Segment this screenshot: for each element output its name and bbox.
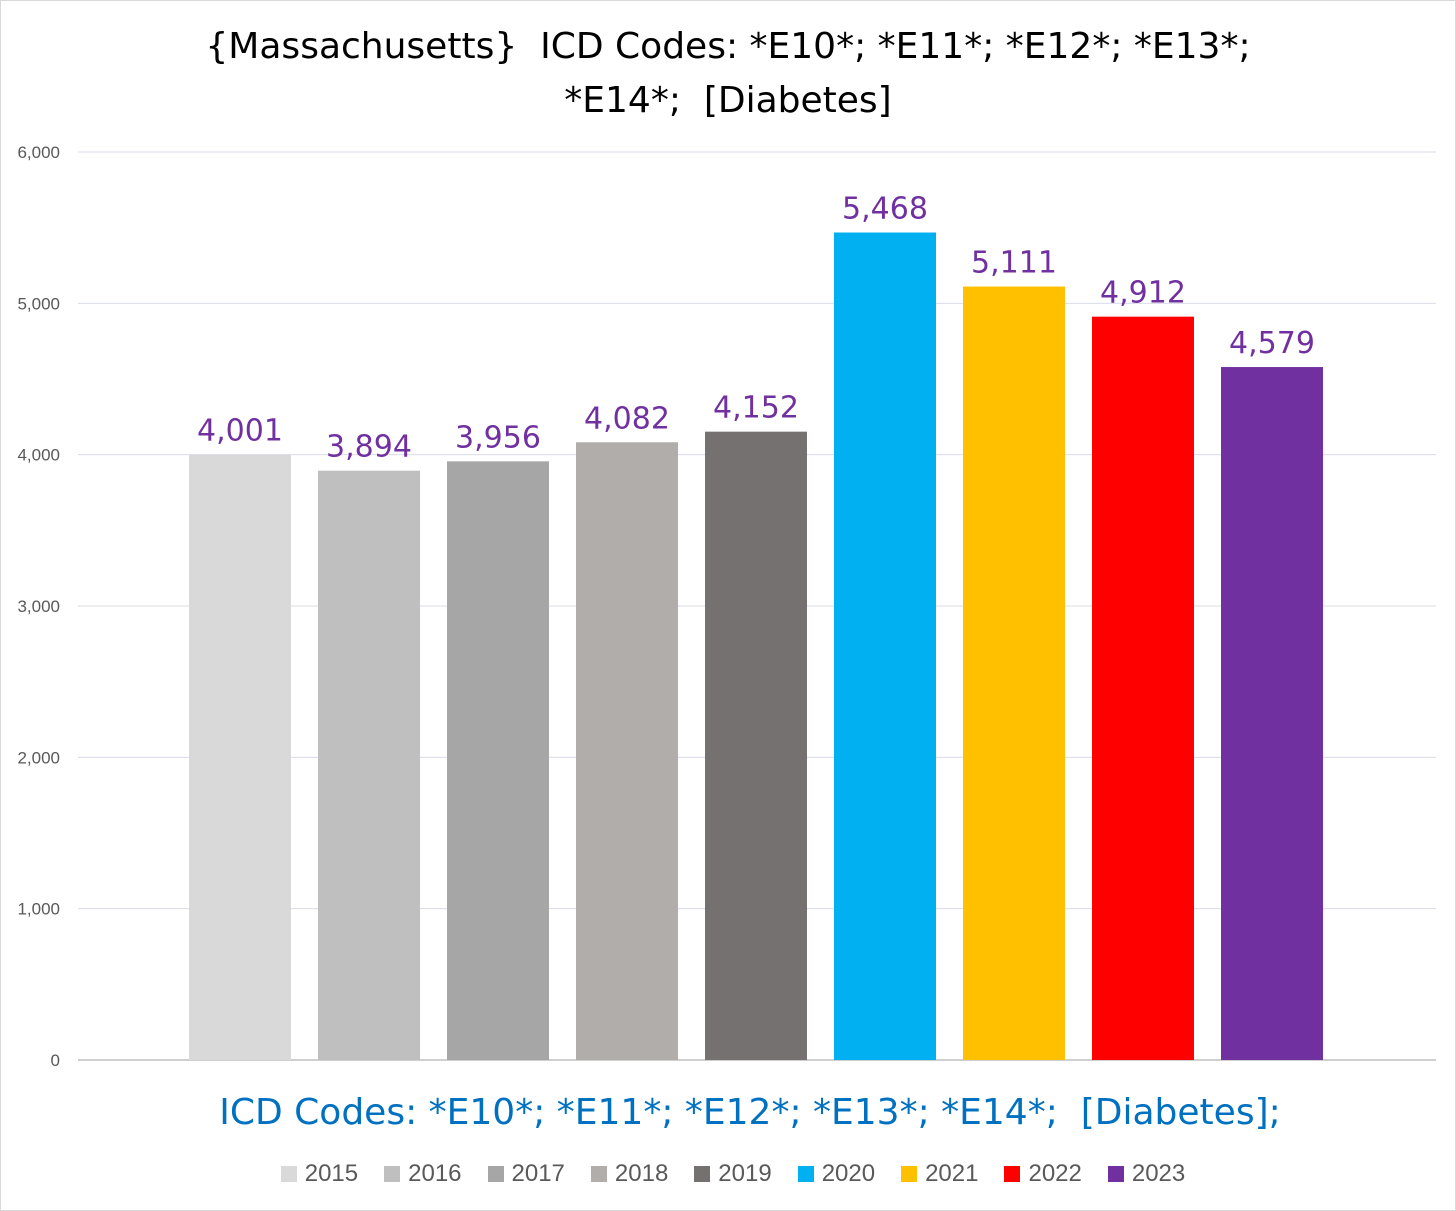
legend-swatch bbox=[487, 1166, 504, 1182]
bar-2015 bbox=[189, 454, 291, 1060]
legend-label: 2019 bbox=[718, 1160, 772, 1187]
bar-2018 bbox=[576, 442, 678, 1060]
legend-label: 2017 bbox=[511, 1160, 565, 1187]
legend-swatch bbox=[590, 1166, 607, 1182]
legend-item-2016: 2016 bbox=[384, 1160, 462, 1188]
x-axis-label: ICD Codes: *E10*; *E11*; *E12*; *E13*; *… bbox=[219, 1092, 1281, 1133]
legend-label: 2018 bbox=[614, 1160, 669, 1187]
legend-item-2015: 2015 bbox=[280, 1160, 359, 1188]
bar-2016 bbox=[318, 470, 420, 1060]
y-tick-label: 6,000 bbox=[17, 143, 60, 162]
y-tick-label: 4,000 bbox=[17, 446, 60, 465]
data-label-2017: 3,956 bbox=[455, 420, 541, 455]
y-tick-label: 3,000 bbox=[17, 597, 60, 616]
legend-item-2019: 2019 bbox=[694, 1160, 772, 1188]
legend-item-2022: 2022 bbox=[1004, 1160, 1082, 1188]
legend-label: 2023 bbox=[1131, 1160, 1186, 1187]
y-tick-label: 2,000 bbox=[17, 748, 60, 767]
bar-2019 bbox=[705, 431, 807, 1060]
legend-swatch bbox=[694, 1166, 711, 1182]
bar-2021 bbox=[963, 286, 1065, 1060]
data-label-2015: 4,001 bbox=[197, 414, 283, 449]
y-tick-label: 0 bbox=[51, 1051, 60, 1070]
bar-2022 bbox=[1092, 316, 1194, 1061]
data-label-2018: 4,082 bbox=[584, 401, 670, 436]
bar-2023 bbox=[1221, 367, 1323, 1060]
chart-title: {Massachusetts} ICD Codes: *E10*; *E11*;… bbox=[0, 20, 1456, 128]
legend-swatch bbox=[1107, 1166, 1124, 1182]
chart-title-line-2: *E14*; [Diabetes] bbox=[564, 80, 892, 121]
legend-label: 2022 bbox=[1028, 1160, 1082, 1187]
legend-swatch bbox=[901, 1166, 918, 1182]
y-tick-label: 1,000 bbox=[17, 900, 60, 919]
legend: 2015 2016 2017 2018 2019 2020 2021 2022 2023 bbox=[0, 1160, 1456, 1188]
data-label-2019: 4,152 bbox=[713, 391, 799, 426]
legend-swatch bbox=[1004, 1166, 1021, 1182]
bar-2017 bbox=[447, 461, 549, 1061]
legend-swatch bbox=[797, 1166, 814, 1182]
chart-title-line-1: {Massachusetts} ICD Codes: *E10*; *E11*;… bbox=[205, 26, 1251, 67]
bar-2020 bbox=[834, 232, 936, 1060]
legend-item-2021: 2021 bbox=[901, 1160, 978, 1188]
legend-item-2020: 2020 bbox=[797, 1160, 876, 1188]
legend-label: 2016 bbox=[408, 1160, 462, 1187]
data-label-2020: 5,468 bbox=[842, 192, 928, 227]
data-label-2022: 4,912 bbox=[1100, 276, 1186, 311]
legend-item-2018: 2018 bbox=[590, 1160, 669, 1188]
legend-swatch bbox=[280, 1166, 297, 1182]
data-label-2021: 5,111 bbox=[971, 246, 1057, 281]
legend-label: 2021 bbox=[925, 1160, 979, 1187]
data-label-2023: 4,579 bbox=[1229, 326, 1315, 361]
y-tick-label: 5,000 bbox=[17, 294, 60, 313]
legend-item-2023: 2023 bbox=[1107, 1160, 1186, 1188]
data-label-2016: 3,894 bbox=[326, 430, 412, 465]
legend-swatch bbox=[384, 1166, 401, 1182]
legend-label: 2015 bbox=[304, 1160, 359, 1187]
legend-item-2017: 2017 bbox=[487, 1160, 565, 1188]
legend-label: 2020 bbox=[821, 1160, 876, 1187]
